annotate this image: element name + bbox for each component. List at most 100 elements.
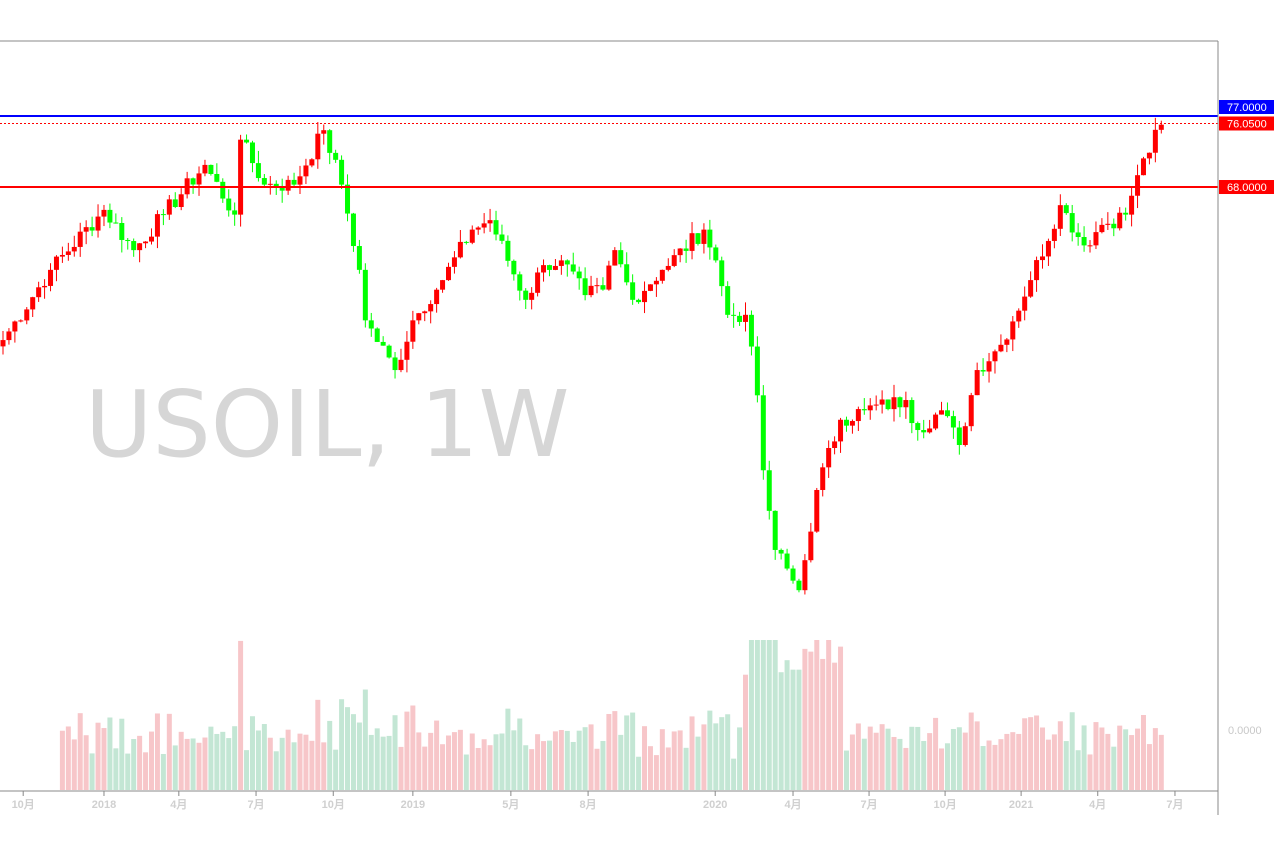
candle-body <box>725 286 731 315</box>
volume-bar <box>1075 750 1081 790</box>
volume-bar <box>820 658 826 790</box>
volume-bar <box>457 729 463 790</box>
candle-body <box>1075 232 1081 238</box>
volume-bar <box>315 699 321 790</box>
volume-bar <box>1152 728 1158 790</box>
volume-bar <box>576 730 582 790</box>
candle-body <box>701 229 707 244</box>
candle-body <box>166 199 172 215</box>
candle-body <box>630 282 636 300</box>
volume-bar <box>446 735 451 790</box>
volume-bar <box>238 640 244 790</box>
volume-bar <box>1123 729 1129 790</box>
candle-body <box>986 361 992 372</box>
volume-bar <box>796 669 802 790</box>
candle-body <box>647 284 653 291</box>
volume-bar <box>642 726 648 790</box>
volume-bar <box>374 728 380 790</box>
volume-bar <box>451 732 457 790</box>
volume-bar <box>380 736 386 790</box>
candle-body <box>119 223 125 240</box>
volume-bar <box>297 733 303 790</box>
volume-bar <box>956 727 962 790</box>
candle-body <box>1051 228 1057 241</box>
candle-body <box>422 311 428 314</box>
candle-body <box>546 265 552 270</box>
candle-body <box>131 241 137 251</box>
volume-bar <box>511 730 517 790</box>
candle-body <box>505 240 511 261</box>
candle-body <box>944 410 950 417</box>
volume-bar <box>1022 718 1028 790</box>
volume-bar <box>814 640 820 790</box>
candle-body <box>594 285 600 287</box>
volume-bar <box>541 741 547 790</box>
volume-bar <box>659 729 665 790</box>
x-tick-label: 10月 <box>933 798 956 811</box>
candle-body <box>772 510 778 550</box>
volume-bar <box>689 716 695 790</box>
candle-body <box>273 183 279 188</box>
volume-bar <box>647 746 653 790</box>
candle-body <box>671 255 677 266</box>
candle-body <box>493 220 499 235</box>
candle-body <box>12 321 18 332</box>
volume-bar <box>77 713 83 790</box>
volume-bar <box>1129 735 1135 790</box>
candle-body <box>998 344 1004 352</box>
candle-body <box>832 441 838 448</box>
candle-body <box>820 467 826 490</box>
volume-bar <box>1028 717 1034 790</box>
volume-bar <box>737 727 743 790</box>
volume-bar <box>137 735 143 790</box>
candle-body <box>529 292 535 300</box>
volume-bar <box>719 717 725 790</box>
candle-body <box>642 290 648 303</box>
candle-body <box>42 285 48 288</box>
volume-bar <box>1105 733 1111 790</box>
candle-body <box>499 234 505 241</box>
candle-body <box>552 265 558 270</box>
candle-body <box>208 164 214 174</box>
candle-body <box>77 231 83 247</box>
candle-body <box>214 173 220 182</box>
x-tick-label: 10月 <box>12 798 35 811</box>
candle-body <box>683 248 689 251</box>
candle-body <box>1093 232 1099 246</box>
volume-bar <box>220 731 226 790</box>
candle-body <box>1158 124 1164 130</box>
candle-body <box>154 214 160 237</box>
candle-body <box>267 183 273 185</box>
candle-body <box>30 297 36 310</box>
volume-bar <box>701 724 707 790</box>
volume-bar <box>1004 733 1010 790</box>
volume-bar <box>327 720 333 790</box>
volume-bar <box>927 733 933 790</box>
candle-body <box>903 400 909 408</box>
candle-body <box>71 246 77 252</box>
volume-bar <box>1087 754 1093 790</box>
volume-bar <box>89 753 95 790</box>
volume-bar <box>760 640 766 790</box>
volume-bar <box>582 727 588 790</box>
volume-bar <box>748 640 754 790</box>
candle-body <box>523 290 529 300</box>
volume-bar <box>1099 727 1105 790</box>
volume-bar <box>939 748 945 790</box>
volume-bar <box>802 648 808 790</box>
x-tick-label: 5月 <box>502 798 519 811</box>
candle-body <box>220 181 226 199</box>
candle-body <box>1129 195 1135 215</box>
candle-body <box>956 427 962 446</box>
candle-body <box>576 271 582 279</box>
time-axis[interactable]: 10月 2018 4月 7月 10月 2019 5月 8月 2020 4月 7月 10月 2021 4月 7… <box>12 791 1184 811</box>
volume-bar <box>986 740 992 790</box>
candle-body <box>315 133 321 160</box>
candle-body <box>481 223 487 228</box>
candle-body <box>909 400 915 424</box>
candle-body <box>1099 224 1105 233</box>
volume-bar <box>606 713 612 790</box>
candle-body <box>838 419 844 442</box>
volume-bar <box>713 723 719 790</box>
